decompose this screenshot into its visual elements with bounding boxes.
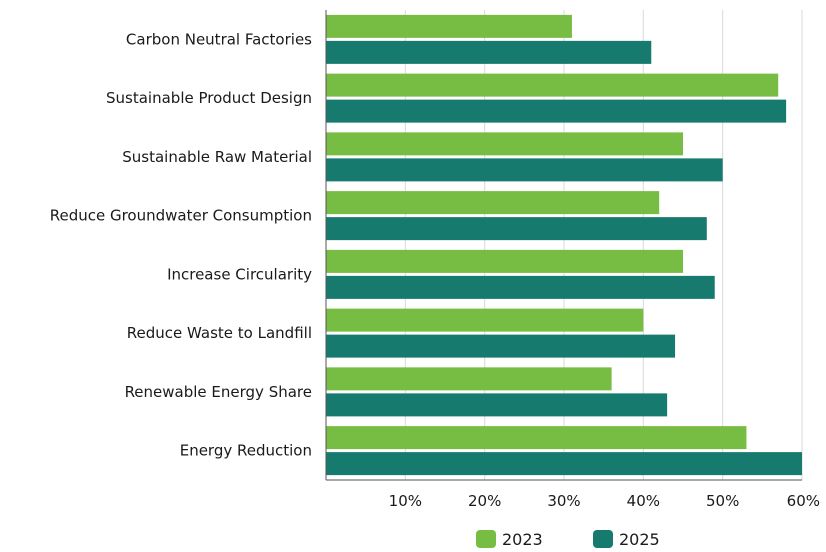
category-label: Sustainable Raw Material [122, 148, 312, 166]
bar-2025-2 [326, 158, 723, 182]
bar-2025-7 [326, 452, 802, 476]
legend-swatch [593, 530, 613, 548]
bar-2023-0 [326, 14, 572, 38]
bar-2025-1 [326, 99, 787, 123]
x-tick-label: 60% [787, 492, 820, 510]
category-label: Increase Circularity [167, 265, 312, 283]
category-label: Energy Reduction [180, 442, 312, 460]
axes [325, 10, 802, 481]
x-tick-label: 50% [706, 492, 739, 510]
bar-2023-1 [326, 73, 779, 97]
x-tick-label: 10% [389, 492, 422, 510]
legend-label: 2025 [619, 530, 660, 549]
category-label: Reduce Groundwater Consumption [50, 207, 312, 225]
bar-2025-4 [326, 275, 715, 299]
x-tick-labels: 10% 20% 30% 40% 50% 60% [389, 492, 820, 510]
x-tick-label: 40% [627, 492, 660, 510]
bar-2025-5 [326, 334, 676, 358]
bar-2025-0 [326, 40, 652, 64]
x-tick-label: 20% [468, 492, 501, 510]
legend-label: 2023 [502, 530, 543, 549]
bar-2025-3 [326, 217, 707, 241]
category-label: Renewable Energy Share [125, 383, 312, 401]
bar-2023-5 [326, 308, 644, 332]
bar-2023-3 [326, 191, 660, 215]
bar-2025-6 [326, 393, 668, 417]
bar-2023-6 [326, 367, 612, 391]
bars [326, 14, 802, 476]
category-label: Sustainable Product Design [106, 89, 312, 107]
legend-swatch [476, 530, 496, 548]
legend-item-2025: 2025 [593, 530, 660, 549]
category-label: Reduce Waste to Landfill [127, 324, 312, 342]
bar-2023-2 [326, 132, 683, 156]
category-label: Carbon Neutral Factories [126, 30, 312, 48]
bar-2023-7 [326, 426, 747, 450]
category-labels: Carbon Neutral Factories Sustainable Prod… [50, 30, 312, 459]
bar-2023-4 [326, 249, 683, 273]
x-tick-label: 30% [547, 492, 580, 510]
legend: 2023 2025 [476, 530, 660, 549]
legend-item-2023: 2023 [476, 530, 543, 549]
